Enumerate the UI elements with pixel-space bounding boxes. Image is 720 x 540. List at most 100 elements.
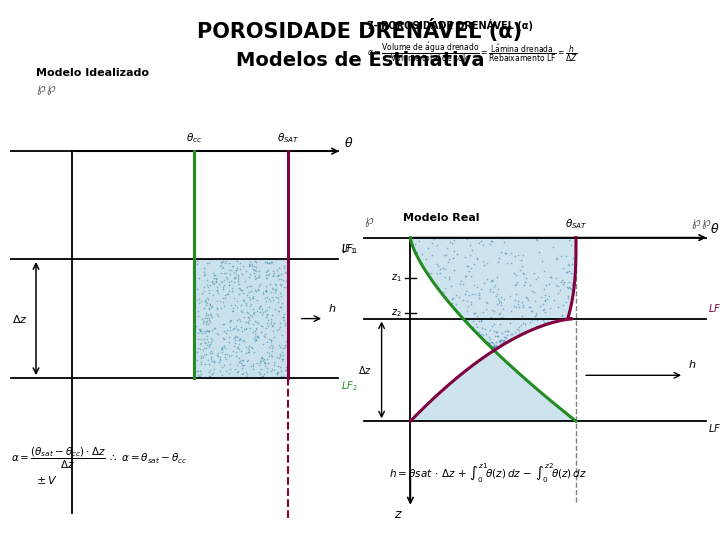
Point bbox=[212, 350, 223, 359]
Point bbox=[562, 294, 574, 302]
Point bbox=[412, 248, 423, 256]
Point bbox=[278, 313, 289, 321]
Point bbox=[245, 302, 256, 310]
Point bbox=[202, 326, 214, 335]
Point bbox=[212, 296, 223, 305]
Point bbox=[499, 249, 510, 258]
Point bbox=[260, 287, 271, 295]
Point bbox=[229, 339, 240, 347]
Point bbox=[230, 333, 241, 341]
Point bbox=[233, 277, 244, 286]
Point bbox=[205, 347, 217, 356]
Point bbox=[198, 319, 210, 327]
Point bbox=[231, 361, 243, 369]
Point bbox=[269, 280, 280, 288]
Point bbox=[200, 301, 212, 309]
Point bbox=[271, 272, 283, 281]
Point bbox=[207, 370, 218, 379]
Point bbox=[266, 352, 278, 360]
Point bbox=[223, 352, 235, 360]
Point bbox=[192, 366, 203, 375]
Point bbox=[255, 322, 266, 330]
Point bbox=[203, 303, 215, 312]
Point bbox=[237, 364, 248, 373]
Point bbox=[258, 332, 269, 341]
Point bbox=[244, 261, 256, 269]
Point bbox=[241, 282, 253, 291]
Point bbox=[235, 359, 246, 368]
Point bbox=[221, 290, 233, 299]
Point bbox=[204, 300, 215, 309]
Point bbox=[487, 306, 498, 314]
Point bbox=[492, 273, 503, 281]
Point bbox=[470, 320, 482, 329]
Point bbox=[233, 273, 244, 281]
Point bbox=[508, 268, 520, 277]
Point bbox=[263, 315, 274, 324]
Point bbox=[254, 307, 266, 316]
Point bbox=[487, 288, 498, 297]
Point bbox=[263, 343, 274, 352]
Point bbox=[422, 244, 433, 252]
Text: $h$: $h$ bbox=[688, 358, 696, 370]
Point bbox=[563, 266, 575, 275]
Point bbox=[267, 270, 279, 279]
Point bbox=[540, 280, 552, 289]
Point bbox=[262, 322, 274, 330]
Point bbox=[485, 341, 497, 350]
Point bbox=[255, 357, 266, 366]
Point bbox=[249, 317, 261, 326]
Point bbox=[230, 266, 241, 274]
Point bbox=[257, 309, 269, 318]
Point bbox=[261, 354, 273, 363]
Point bbox=[498, 294, 510, 303]
Point bbox=[490, 341, 501, 349]
Point bbox=[416, 249, 428, 258]
Point bbox=[217, 294, 229, 302]
Point bbox=[487, 237, 498, 246]
Point bbox=[516, 262, 528, 271]
Point bbox=[230, 335, 241, 344]
Point bbox=[248, 348, 259, 356]
Point bbox=[498, 335, 510, 344]
Point bbox=[195, 359, 207, 368]
Point bbox=[231, 303, 243, 312]
Point bbox=[566, 280, 577, 289]
Point bbox=[480, 329, 492, 338]
Point bbox=[235, 270, 247, 279]
Point bbox=[266, 287, 277, 296]
Point bbox=[229, 365, 240, 374]
Point bbox=[253, 360, 265, 369]
Point bbox=[248, 262, 260, 271]
Point bbox=[274, 318, 286, 327]
Point bbox=[244, 311, 256, 320]
Point bbox=[492, 344, 503, 353]
Text: $\pm\,V$: $\pm\,V$ bbox=[36, 474, 58, 486]
Point bbox=[253, 267, 265, 275]
Point bbox=[496, 339, 508, 347]
Point bbox=[235, 285, 246, 294]
Point bbox=[218, 342, 230, 350]
Point bbox=[197, 353, 209, 361]
Point bbox=[235, 265, 246, 273]
Point bbox=[204, 281, 215, 289]
Point bbox=[498, 238, 509, 247]
Point bbox=[231, 368, 243, 376]
Point bbox=[280, 363, 292, 372]
Point bbox=[511, 277, 523, 286]
Text: $\Delta z$: $\Delta z$ bbox=[359, 364, 372, 376]
Point bbox=[268, 333, 279, 341]
Point bbox=[546, 273, 557, 281]
Point bbox=[512, 251, 523, 260]
Point bbox=[215, 353, 226, 362]
Point bbox=[563, 283, 575, 292]
Point bbox=[510, 252, 521, 261]
Point bbox=[265, 350, 276, 359]
Point bbox=[272, 367, 284, 376]
Point bbox=[499, 333, 510, 341]
Point bbox=[191, 321, 202, 330]
Point bbox=[203, 289, 215, 298]
Point bbox=[192, 328, 204, 337]
Point bbox=[200, 344, 212, 353]
Point bbox=[254, 301, 266, 310]
